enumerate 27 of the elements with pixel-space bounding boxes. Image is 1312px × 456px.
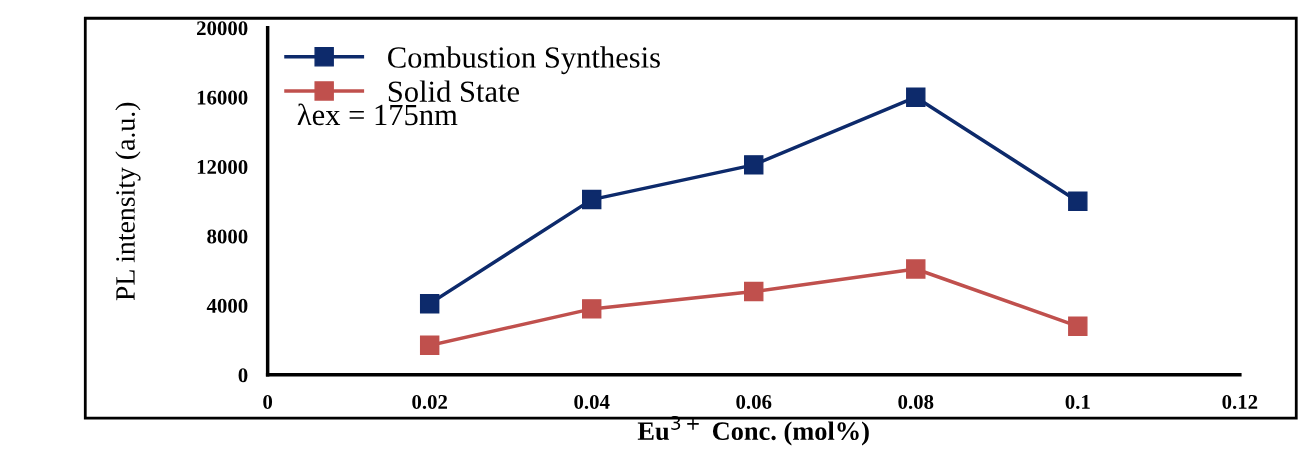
- legend-label: Combustion Synthesis: [388, 46, 660, 75]
- legend-label: Solid State: [388, 80, 520, 102]
- annotation: λex = 175nm: [297, 103, 458, 126]
- x-tick-label: 0.12: [1222, 394, 1258, 410]
- point: [906, 87, 926, 107]
- point: [581, 189, 602, 210]
- point: [1068, 316, 1088, 336]
- x-tick-label: 0.02: [412, 394, 448, 410]
- x-tick-label: 0: [263, 394, 273, 409]
- y-axis-title: PL intensity (a.u.): [115, 102, 141, 301]
- y-tick-label: 0: [238, 368, 248, 383]
- point: [581, 299, 602, 319]
- x-tick-label: 0.1: [1065, 394, 1090, 410]
- x-tick-label: 0.04: [574, 394, 610, 410]
- point: [906, 259, 926, 279]
- x-tick-label: 0.06: [736, 394, 772, 410]
- y-tick-label: 8000: [207, 229, 248, 244]
- y-tick-label: 12000: [197, 160, 248, 175]
- point: [419, 335, 440, 356]
- point: [744, 281, 764, 302]
- point: [419, 293, 440, 314]
- x-tick-label: 0.08: [898, 394, 934, 410]
- point: [744, 155, 764, 175]
- y-tick-label: 4000: [206, 298, 248, 313]
- y-tick-label: 16000: [197, 90, 248, 105]
- y-tick-label: 20000: [197, 21, 248, 36]
- point: [1068, 191, 1088, 212]
